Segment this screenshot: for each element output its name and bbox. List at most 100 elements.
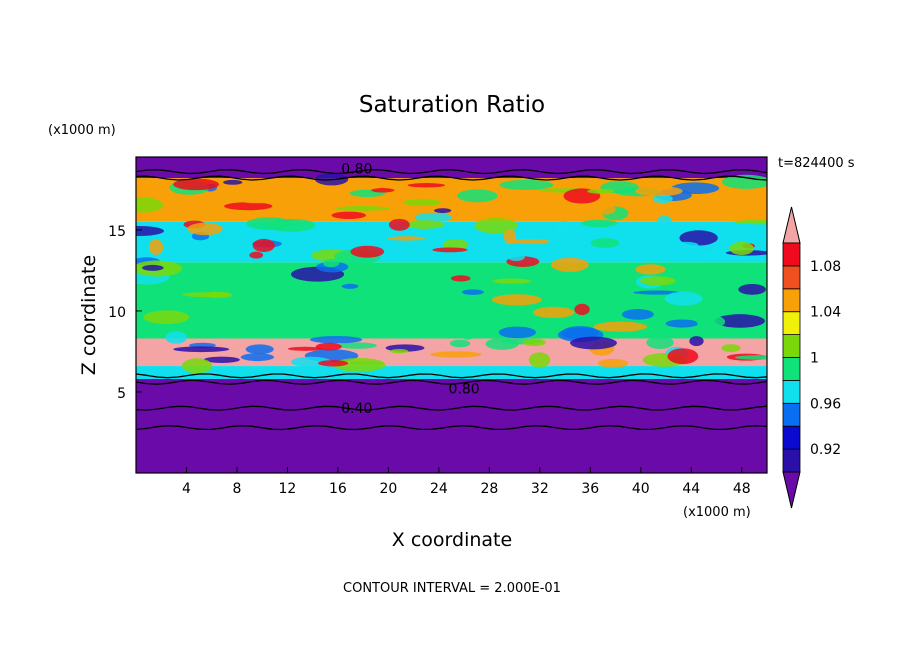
texture-patch <box>461 289 484 295</box>
texture-patch <box>181 358 213 374</box>
texture-patch <box>350 245 385 258</box>
texture-patch <box>407 183 446 188</box>
texture-patch <box>503 229 517 244</box>
texture-patch <box>499 179 554 191</box>
texture-patch <box>143 310 190 325</box>
texture-patch <box>657 215 672 225</box>
texture-patch <box>388 218 410 231</box>
contour-lines <box>136 169 767 431</box>
texture-patch <box>679 264 696 271</box>
x-axis-ticks: 4 8 12 16 20 24 28 32 36 40 44 48 <box>182 467 751 497</box>
contour-line-3 <box>136 379 767 385</box>
texture-patch <box>245 344 274 355</box>
chart-title: Saturation Ratio <box>359 92 545 118</box>
x-tick-label-40: 40 <box>632 481 650 497</box>
texture-patch <box>597 358 629 368</box>
colorbar-segment-3 <box>782 379 801 404</box>
texture-patch <box>460 329 476 340</box>
texture-patch <box>456 189 498 203</box>
texture-patches <box>136 173 767 374</box>
texture-patch <box>672 241 699 249</box>
texture-patch <box>349 195 401 205</box>
texture-patch <box>507 253 525 261</box>
colorbar-segment-2 <box>782 402 801 427</box>
texture-patch <box>187 222 223 236</box>
colorbar-segment-0 <box>782 448 801 473</box>
colorbar-label-0.96: 0.96 <box>810 396 841 412</box>
contour-line-5 <box>136 425 767 431</box>
texture-patch <box>646 336 674 349</box>
texture-patch <box>331 211 366 220</box>
texture-patch <box>508 239 551 244</box>
texture-patch <box>389 348 409 354</box>
texture-patch <box>729 241 754 256</box>
colorbar-segment-9 <box>782 242 801 267</box>
texture-patch <box>721 344 741 353</box>
texture-patch <box>523 338 546 347</box>
texture-patch <box>714 314 765 328</box>
z-tick-label-15: 15 <box>108 224 126 240</box>
texture-patch <box>223 179 243 185</box>
z-tick-label-5: 5 <box>117 386 126 402</box>
x-axis-label: X coordinate <box>392 529 512 551</box>
contour-line-4 <box>136 405 767 411</box>
x-tick-label-16: 16 <box>329 481 347 497</box>
texture-patch <box>387 236 425 241</box>
texture-patch <box>165 331 187 344</box>
texture-patch <box>142 264 164 271</box>
texture-patch <box>491 278 532 284</box>
texture-patch <box>224 202 273 211</box>
plot-area <box>136 157 767 473</box>
contour-value-labels: 0.80 0.80 0.40 <box>341 161 479 417</box>
texture-patch <box>451 275 471 282</box>
x-tick-label-4: 4 <box>182 481 191 497</box>
texture-patch <box>635 185 683 197</box>
texture-patch <box>734 219 767 225</box>
texture-patch <box>621 309 654 320</box>
texture-patch <box>182 292 231 298</box>
x-tick-label-20: 20 <box>379 481 397 497</box>
x-units-label: (x1000 m) <box>683 505 751 520</box>
colorbar-segment-5 <box>782 334 801 358</box>
texture-patch <box>491 294 542 306</box>
texture-patch <box>590 238 620 248</box>
texture-patch <box>430 351 482 358</box>
texture-patch <box>664 291 703 306</box>
texture-patch <box>234 194 281 204</box>
x-tick-label-48: 48 <box>733 481 751 497</box>
texture-patch <box>639 276 676 286</box>
colorbar-max-triangle <box>782 206 801 244</box>
texture-patch <box>323 258 340 268</box>
texture-patch <box>173 346 230 353</box>
texture-patch <box>498 326 537 339</box>
texture-patch <box>550 257 589 272</box>
texture-patch <box>556 220 571 233</box>
colorbar-segment-4 <box>782 357 801 381</box>
texture-patch <box>570 336 617 350</box>
x-tick-label-44: 44 <box>682 481 700 497</box>
texture-patch <box>449 339 471 348</box>
texture-patch <box>734 355 767 360</box>
plot-frame <box>135 156 768 474</box>
texture-patch <box>432 247 468 253</box>
texture-patch <box>474 217 518 234</box>
value-layer-6 <box>136 157 767 179</box>
texture-patch <box>252 238 275 253</box>
colorbar-label-1.08: 1.08 <box>810 259 841 275</box>
x-tick-label-28: 28 <box>480 481 498 497</box>
texture-patch <box>246 217 293 231</box>
texture-patch <box>173 178 220 191</box>
texture-patch <box>404 220 445 229</box>
texture-patch <box>738 284 766 295</box>
texture-patch <box>667 348 699 365</box>
z-tick-label-10: 10 <box>108 305 126 321</box>
contour-line-2 <box>136 373 767 379</box>
colorbar-segment-1 <box>782 425 801 450</box>
texture-patch <box>533 306 575 319</box>
contour-line-1 <box>136 175 767 181</box>
colorbar-segment-8 <box>782 265 801 290</box>
texture-patch <box>434 208 452 214</box>
contour-value-label-2: 0.40 <box>341 401 372 417</box>
colorbar-label-1: 1 <box>810 351 819 367</box>
colorbar-min-triangle <box>782 471 801 509</box>
